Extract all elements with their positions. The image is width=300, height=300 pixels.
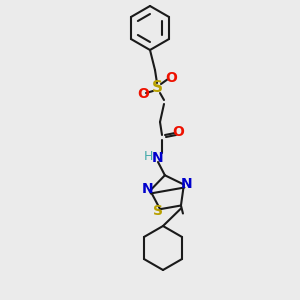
Text: S: S <box>152 80 163 95</box>
Text: N: N <box>181 176 193 190</box>
Text: N: N <box>141 182 153 197</box>
Text: O: O <box>137 87 149 101</box>
Text: O: O <box>165 71 177 85</box>
Text: N: N <box>152 151 164 165</box>
Text: O: O <box>172 125 184 139</box>
Text: S: S <box>153 204 163 218</box>
Text: H: H <box>143 151 153 164</box>
